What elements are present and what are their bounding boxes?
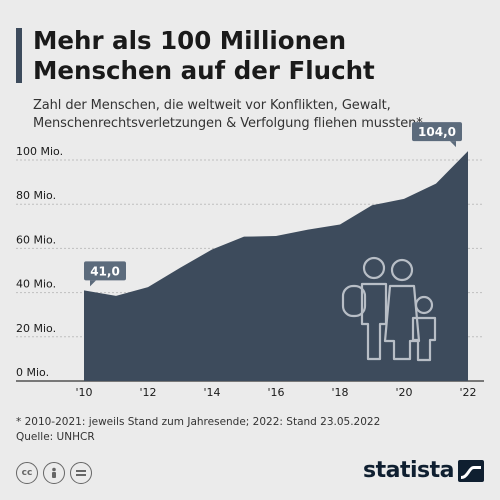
subtitle-line-1: Zahl der Menschen, die weltweit vor Konf… <box>33 98 391 113</box>
title-line-1: Mehr als 100 Millionen <box>33 26 347 55</box>
data-label: 104,0 <box>418 125 456 139</box>
x-tick-label: '22 <box>459 386 476 399</box>
statista-logo-icon <box>458 459 484 482</box>
x-tick-label: '18 <box>331 386 348 399</box>
data-label-box <box>412 122 462 142</box>
x-tick-label: '16 <box>267 386 284 399</box>
y-tick-label: 60 Mio. <box>16 233 56 246</box>
x-tick-label: '20 <box>395 386 412 399</box>
y-tick-label: 80 Mio. <box>16 189 56 202</box>
data-label: 41,0 <box>90 264 120 278</box>
x-tick-label: '14 <box>203 386 220 399</box>
x-tick-label: '10 <box>75 386 92 399</box>
cc-icon: cc <box>16 462 38 484</box>
chart-title: Mehr als 100 Millionen Menschen auf der … <box>33 26 483 86</box>
by-icon <box>43 462 65 484</box>
y-axis-labels: 0 Mio. 20 Mio. 40 Mio. 60 Mio. 80 Mio. 100 Mi… <box>16 145 63 379</box>
data-label-pointer <box>450 141 456 148</box>
data-label-box <box>84 261 126 281</box>
title-accent-bar <box>16 28 22 83</box>
title-line-2: Menschen auf der Flucht <box>33 56 375 85</box>
license-icons: cc <box>16 462 92 484</box>
y-tick-label: 100 Mio. <box>16 145 63 158</box>
x-axis-labels: '10 '12 '14 '16 '18 '20 '22 <box>75 386 476 399</box>
data-labels: 41,0 104,0 <box>84 122 462 287</box>
area-series <box>83 151 469 381</box>
footnote-source: Quelle: UNHCR <box>16 431 95 443</box>
y-tick-label: 40 Mio. <box>16 278 56 291</box>
footnote: * 2010-2021: jeweils Stand zum Jahresend… <box>16 415 380 445</box>
y-tick-label: 0 Mio. <box>16 366 49 379</box>
subtitle-line-2: Menschenrechtsverletzungen & Verfolgung … <box>33 116 423 131</box>
chart-subtitle: Zahl der Menschen, die weltweit vor Konf… <box>33 97 493 133</box>
footnote-note: * 2010-2021: jeweils Stand zum Jahresend… <box>16 416 381 428</box>
equal-icon <box>70 462 92 484</box>
x-tick-label: '12 <box>139 386 156 399</box>
family-icon <box>341 256 437 362</box>
y-tick-label: 20 Mio. <box>16 322 56 335</box>
statista-logo[interactable]: statista <box>363 458 484 483</box>
data-label-pointer <box>90 280 96 287</box>
logo-text: statista <box>363 458 454 483</box>
area-fill <box>84 151 468 381</box>
